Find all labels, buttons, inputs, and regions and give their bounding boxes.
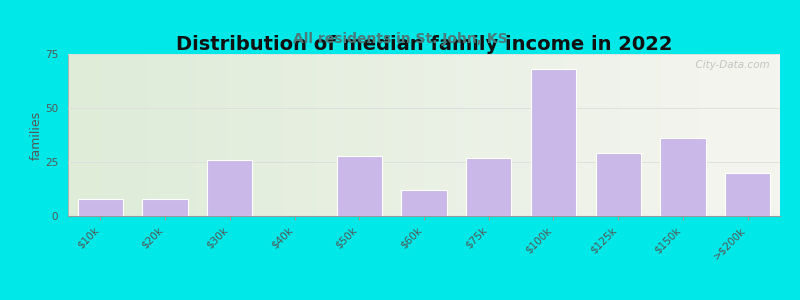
Bar (725, 173, 770, 216)
Bar (531, 69, 576, 216)
Bar (142, 199, 188, 216)
Text: All residents in St. John, KS: All residents in St. John, KS (293, 32, 507, 46)
Y-axis label: families: families (30, 110, 42, 160)
Text: City-Data.com: City-Data.com (689, 61, 770, 70)
Bar (466, 158, 511, 216)
Bar (78, 199, 123, 216)
Bar (207, 160, 253, 216)
Bar (402, 190, 446, 216)
Title: Distribution of median family income in 2022: Distribution of median family income in … (176, 35, 672, 54)
Bar (660, 138, 706, 216)
Bar (337, 155, 382, 216)
Bar (595, 153, 641, 216)
